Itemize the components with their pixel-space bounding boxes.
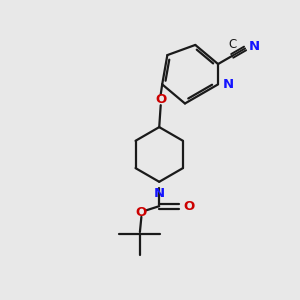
Text: C: C [228,38,236,51]
Text: O: O [136,206,147,219]
Text: N: N [223,78,234,91]
Text: O: O [183,200,194,213]
Text: O: O [155,93,166,106]
Text: N: N [154,187,165,200]
Text: N: N [249,40,260,53]
